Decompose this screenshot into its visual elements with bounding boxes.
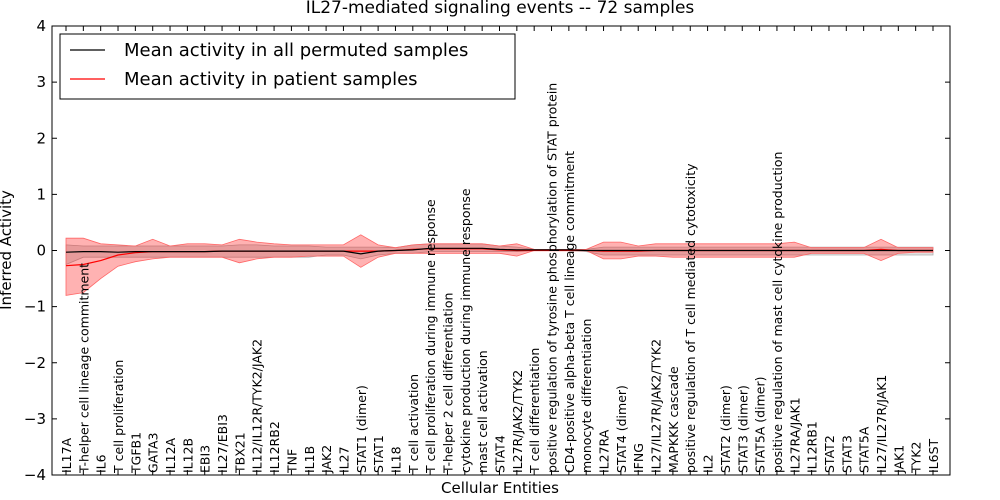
legend-label-patient: Mean activity in patient samples [124, 69, 418, 90]
x-tick-label: STAT3 (dimer) [735, 385, 750, 473]
x-tick-label: STAT4 (dimer) [614, 385, 629, 473]
x-tick-label: IL27/IL27R/JAK1 [874, 375, 889, 473]
x-tick-label: STAT2 [822, 435, 837, 473]
x-tick-label: IL17A [59, 437, 74, 473]
y-tick-label: −1 [24, 298, 46, 316]
y-tick-label: 3 [36, 73, 46, 91]
y-axis-label: Inferred Activity [0, 190, 15, 310]
x-tick-label: STAT1 (dimer) [354, 385, 369, 473]
x-tick-label: MAPKKK cascade [666, 366, 681, 473]
x-tick-label: T-helper 2 cell differentiation [441, 293, 456, 474]
x-tick-label: TNF [284, 449, 299, 474]
permuted-mean-line [65, 247, 933, 255]
x-tick-label: T cell proliferation [111, 360, 126, 474]
x-tick-label: EBI3 [198, 445, 213, 473]
x-tick-label: monocyte differentiation [579, 319, 594, 473]
x-tick-label: STAT3 [839, 435, 854, 473]
legend-box [59, 33, 516, 100]
x-tick-label: STAT1 [371, 435, 386, 473]
x-tick-label: JAK2 [319, 445, 334, 474]
x-tick-label: positive regulation of mast cell cytokin… [770, 152, 785, 473]
x-tick-label: TGFB1 [128, 432, 143, 474]
x-tick-label: IL6 [94, 454, 109, 473]
x-tick-label: IL27 [336, 446, 351, 473]
permuted-band [65, 243, 934, 266]
x-tick-label: T-helper cell lineage commitment [76, 263, 91, 474]
y-tick-label: −2 [24, 354, 46, 372]
x-tick-label: cytokine production during immune respon… [458, 188, 473, 473]
x-tick-label: IL12A [163, 437, 178, 473]
legend: Mean activity in all permuted samples Me… [59, 33, 516, 100]
legend-label-permuted: Mean activity in all permuted samples [124, 40, 468, 61]
x-tick-label: IL2 [701, 454, 716, 473]
x-axis-label: Cellular Entities [441, 479, 559, 497]
x-tick-label: IL12RB1 [805, 421, 820, 473]
y-tick-label: −3 [24, 410, 46, 428]
x-tick-label: IL27RA [597, 429, 612, 473]
y-tick-label: 0 [36, 242, 46, 260]
x-tick-label: T cell differentiation [527, 348, 542, 474]
y-tick-label: 1 [36, 185, 46, 203]
x-tick-label: IL12RB2 [267, 421, 282, 473]
x-tick-label: positive regulation of tyrosine phosphor… [545, 83, 560, 473]
x-tick-label: IFNG [631, 443, 646, 473]
x-tick-label: STAT5A [857, 426, 872, 473]
x-tick-label: IL27R/JAK2/TYK2 [510, 370, 525, 473]
y-tick-label: −4 [24, 466, 46, 484]
x-tick-label: mast cell activation [475, 350, 490, 473]
x-tick-label: STAT5A (dimer) [753, 377, 768, 473]
x-tick-label: CD4-positive alpha-beta T cell lineage c… [562, 151, 577, 473]
x-tick-label: TBX21 [232, 432, 247, 474]
x-tick-label: STAT4 [493, 435, 508, 473]
x-tick-label: JAK1 [891, 445, 906, 474]
x-tick-label: IL6ST [926, 438, 941, 473]
x-tick-label: IL27RA/JAK1 [787, 397, 802, 473]
x-tick-label: GATA3 [146, 433, 161, 473]
x-tick-label: IL27/IL27R/JAK2/TYK2 [649, 339, 664, 473]
y-tick-label: 4 [36, 17, 46, 35]
x-tick-label: T cell proliferation during immune respo… [423, 199, 438, 474]
y-tick-label: 2 [36, 129, 46, 147]
chart-title: IL27-mediated signaling events -- 72 sam… [306, 0, 695, 18]
x-tick-label: T cell activation [406, 374, 421, 474]
x-tick-label: IL12/IL12R/TYK2/JAK2 [250, 339, 265, 473]
x-tick-label: positive regulation of T cell mediated c… [683, 163, 698, 473]
x-tick-label: IL12B [180, 438, 195, 473]
patient-band [65, 234, 934, 296]
x-tick-label: TYK2 [909, 442, 924, 474]
x-tick-label: STAT2 (dimer) [718, 385, 733, 473]
x-tick-label: IL18 [389, 446, 404, 473]
x-tick-label: IL1B [302, 446, 317, 473]
x-tick-label: IL27/EBI3 [215, 414, 230, 473]
